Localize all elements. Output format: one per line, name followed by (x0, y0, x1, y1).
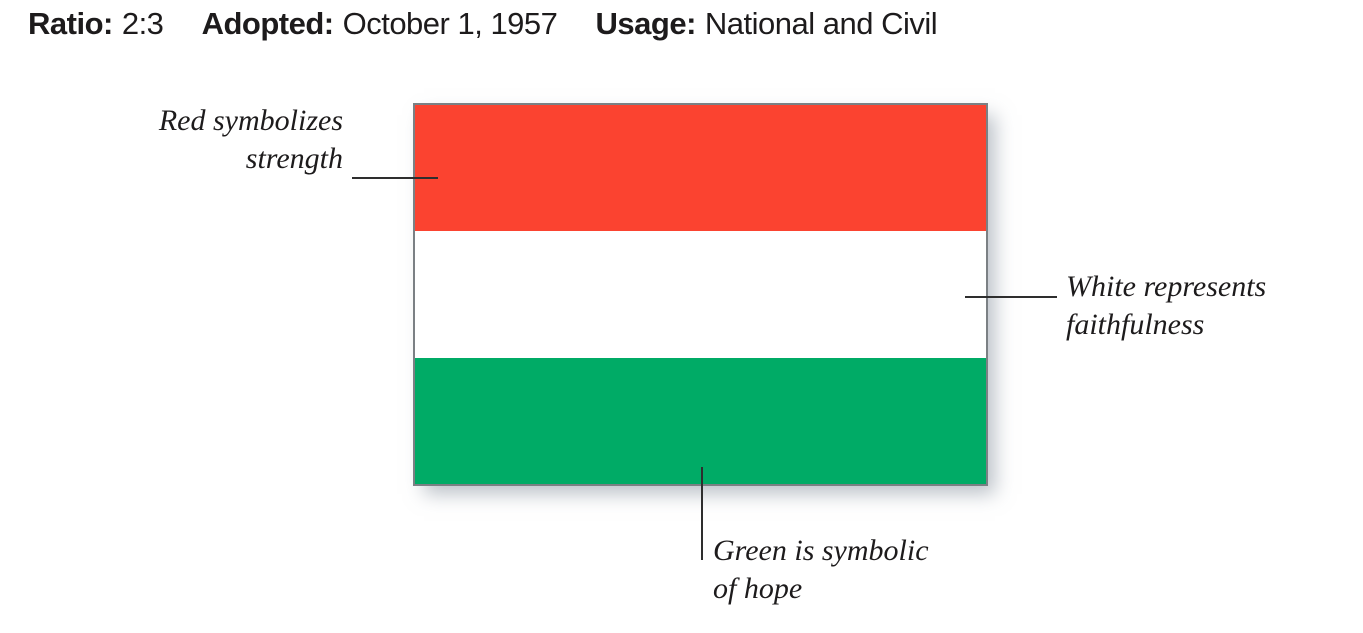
flag-white-stripe (415, 231, 986, 358)
red-stripe-leader-line (352, 177, 438, 179)
usage-value: National and Civil (704, 6, 938, 41)
ratio-label: Ratio: (28, 6, 113, 41)
flag-green-stripe (415, 357, 986, 484)
green-stripe-leader-line (701, 467, 703, 560)
adopted-value: October 1, 1957 (342, 6, 558, 41)
red-annotation-line2: strength (245, 142, 343, 175)
usage-label: Usage: (595, 6, 697, 41)
green-annotation-line2: of hope (713, 572, 803, 605)
flag-red-stripe (415, 105, 986, 232)
white-stripe-annotation: White represents faithfulness (1066, 268, 1346, 344)
white-annotation-line1: White represents (1066, 270, 1267, 303)
ratio-value: 2:3 (121, 6, 164, 41)
adopted-label: Adopted: (201, 6, 335, 41)
ratio-group: Ratio: 2:3 (28, 6, 164, 42)
red-annotation-line1: Red symbolizes (158, 104, 343, 137)
red-stripe-annotation: Red symbolizes strength (85, 102, 343, 178)
white-annotation-line2: faithfulness (1066, 308, 1205, 341)
white-stripe-leader-line (965, 296, 1057, 298)
flag-image (413, 103, 988, 486)
green-annotation-line1: Green is symbolic (713, 534, 929, 567)
flag-metadata-header: Ratio: 2:3 Adopted: October 1, 1957 Usage:… (28, 6, 967, 42)
adopted-group: Adopted: October 1, 1957 (202, 6, 558, 42)
green-stripe-annotation: Green is symbolic of hope (713, 532, 993, 608)
usage-group: Usage: National and Civil (596, 6, 938, 42)
